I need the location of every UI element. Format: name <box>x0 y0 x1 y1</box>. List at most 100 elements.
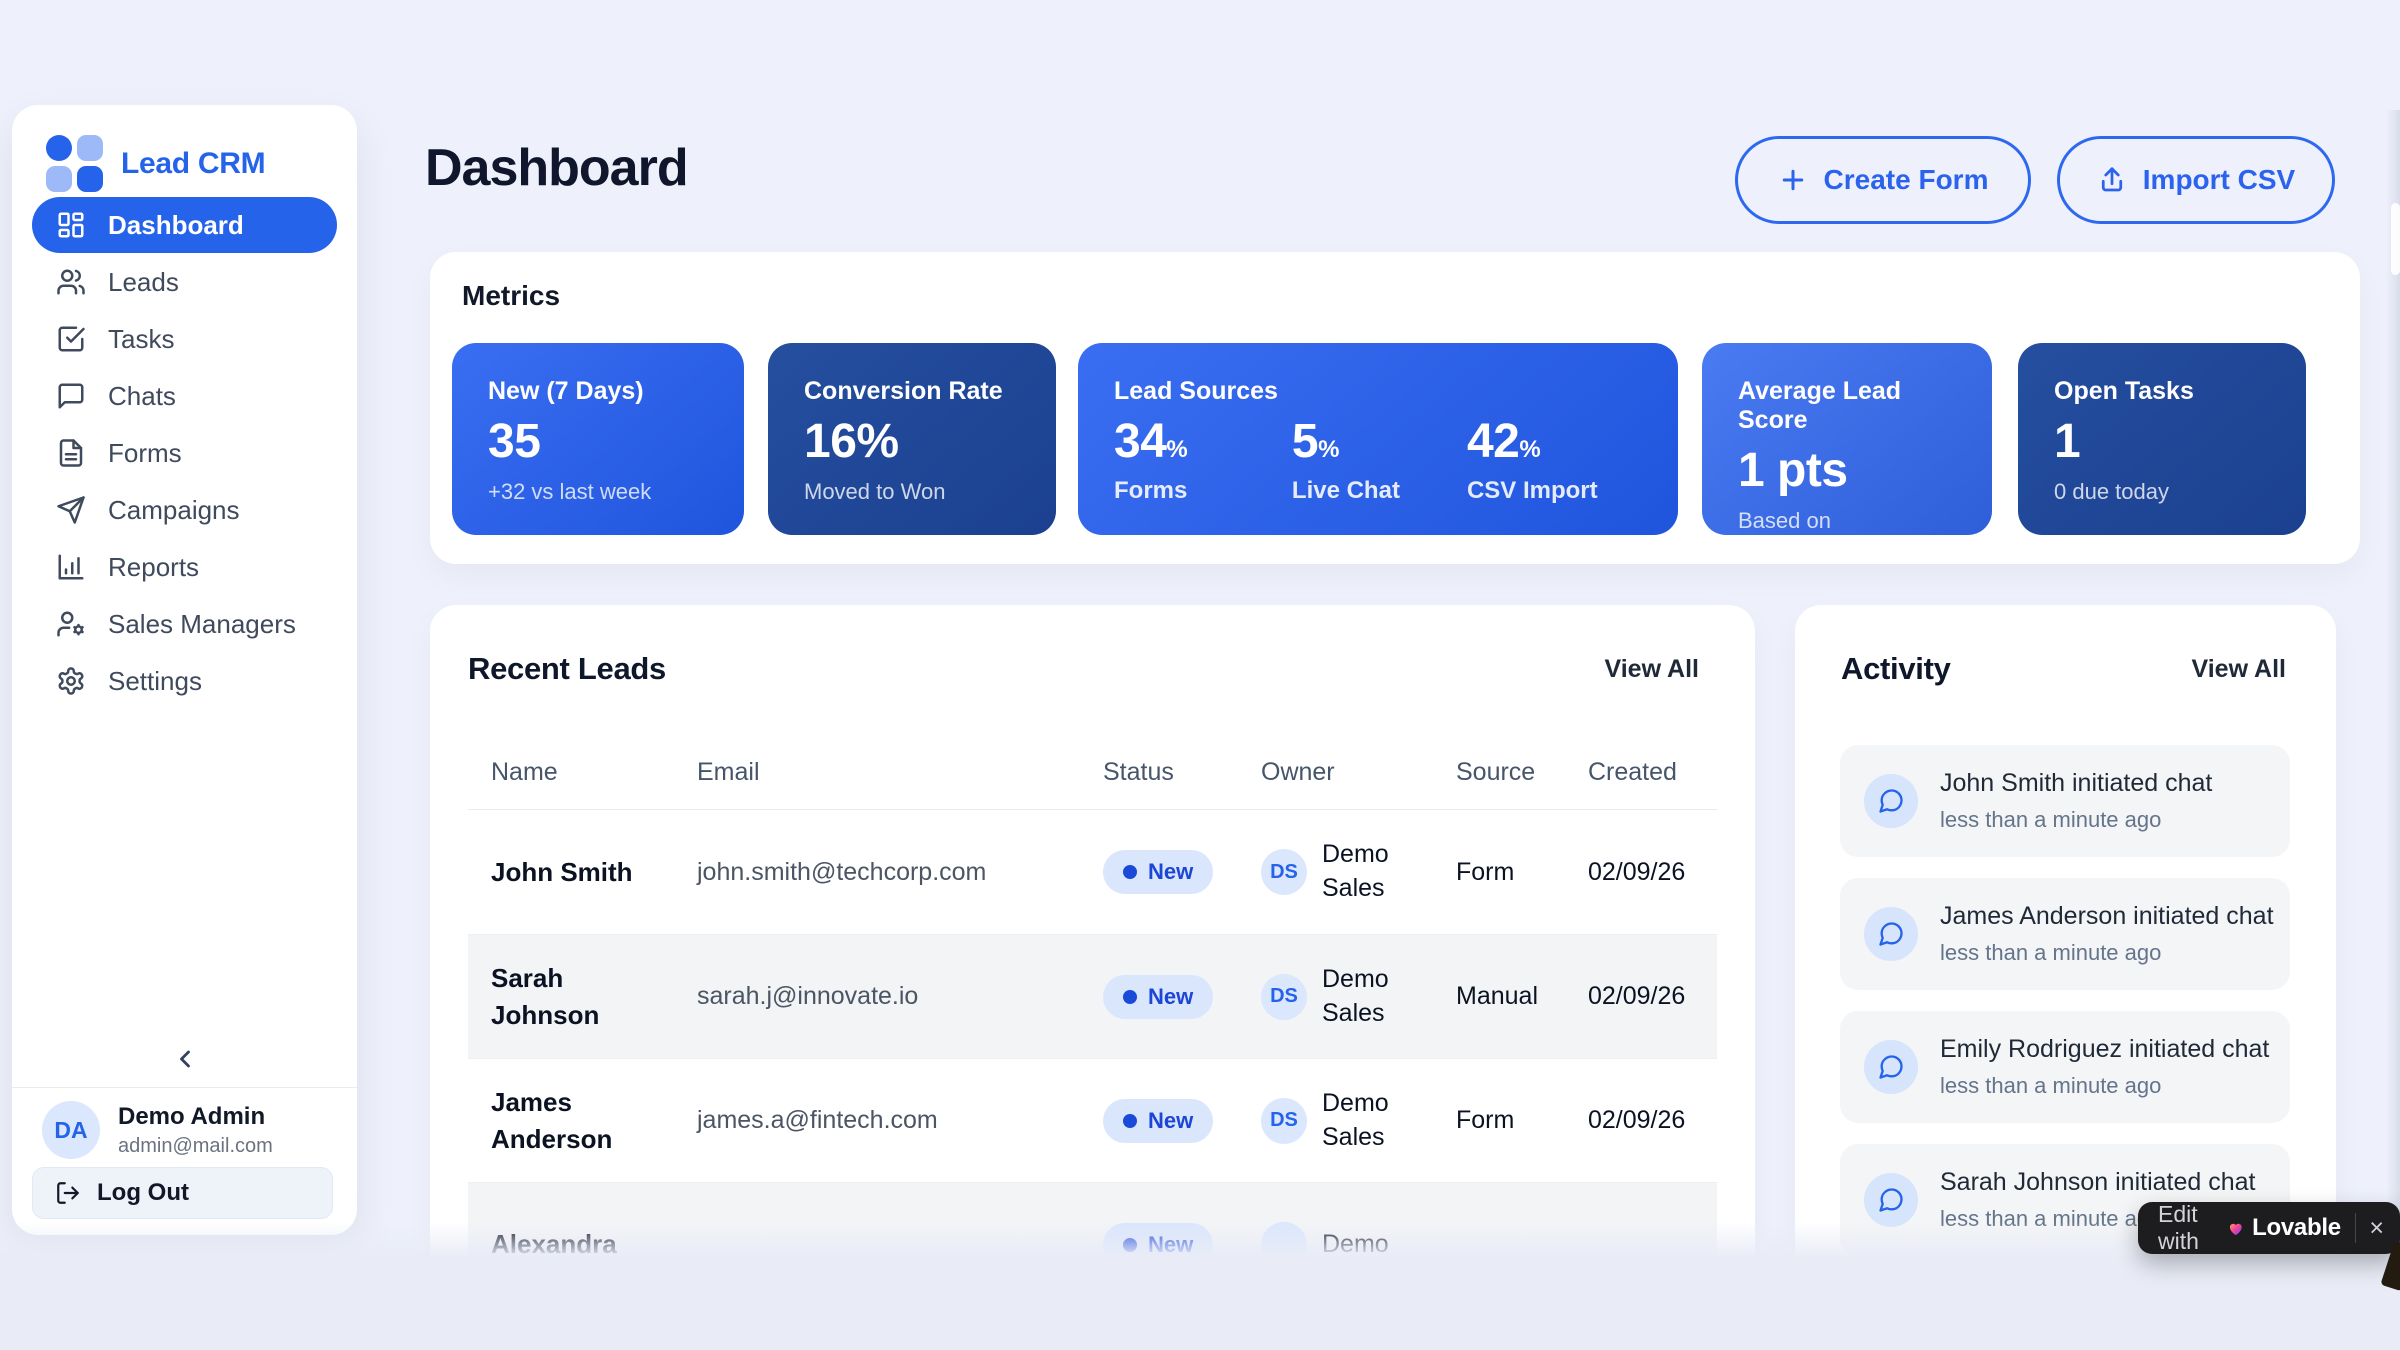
lead-email: james.a@fintech.com <box>697 1106 938 1134</box>
status-label: New <box>1148 859 1194 884</box>
sidebar-item-reports[interactable]: Reports <box>32 539 337 595</box>
activity-view-all-link[interactable]: View All <box>2191 654 2286 683</box>
user-profile[interactable]: DA Demo Admin admin@mail.com <box>42 1101 333 1159</box>
sidebar-item-label: Campaigns <box>108 494 240 525</box>
gear-icon <box>58 667 84 695</box>
stat-forms: 34% Forms <box>1114 414 1292 505</box>
list-item[interactable]: Emily Rodriguez initiated chat less than… <box>1840 1011 2290 1123</box>
activity-item-title: Emily Rodriguez initiated chat <box>1940 1035 2270 1063</box>
sidebar-item-campaigns[interactable]: Campaigns <box>32 482 337 538</box>
stat-csv-import: 42% CSV Import <box>1467 414 1642 505</box>
logout-label: Log Out <box>97 1179 189 1206</box>
message-circle-icon <box>1879 1188 1903 1212</box>
chat-icon-circle <box>1864 907 1918 961</box>
sidebar-collapse-button[interactable] <box>12 1037 357 1081</box>
users-icon <box>57 269 85 295</box>
column-header-created: Created <box>1588 757 1677 786</box>
sidebar-item-label: Dashboard <box>108 209 244 240</box>
owner-name: Demo Sales <box>1322 1088 1389 1151</box>
status-badge: New <box>1103 850 1214 894</box>
create-form-button[interactable]: Create Form <box>1735 136 2031 224</box>
sidebar-item-settings[interactable]: Settings <box>32 653 337 709</box>
status-dot-icon <box>1123 1113 1137 1128</box>
grid-logo-icon <box>46 135 103 192</box>
sidebar-item-leads[interactable]: Leads <box>32 254 337 310</box>
check-square-icon <box>58 326 85 352</box>
list-item[interactable]: James Anderson initiated chat less than … <box>1840 878 2290 990</box>
import-csv-button[interactable]: Import CSV <box>2057 136 2335 224</box>
sidebar-item-label: Settings <box>108 665 202 696</box>
chat-icon-circle <box>1864 774 1918 828</box>
stat-label: Live Chat <box>1291 477 1400 504</box>
sidebar-item-sales-managers[interactable]: Sales Managers <box>32 596 337 652</box>
lead-sources-stats: 34% Forms 5% Live Chat 42% CSV Import <box>1114 414 1642 505</box>
chat-icon-circle <box>1864 1040 1918 1094</box>
activity-panel: Activity View All John Smith initiated c… <box>1795 605 2336 1305</box>
close-icon[interactable]: × <box>2369 1213 2385 1242</box>
lead-email: sarah.j@innovate.io <box>697 982 919 1010</box>
layout-dashboard-icon <box>58 212 84 238</box>
column-header-status: Status <box>1103 757 1174 786</box>
table-row[interactable]: John Smith john.smith@techcorp.com New D… <box>468 810 1717 934</box>
create-form-label: Create Form <box>1823 164 1989 195</box>
lead-source: Manual <box>1456 982 1538 1010</box>
status-badge: New <box>1103 974 1214 1019</box>
sidebar-item-label: Chats <box>108 380 176 411</box>
message-circle-icon <box>1879 1055 1903 1079</box>
lead-owner: DS Demo Sales <box>1261 963 1456 1031</box>
table-row[interactable]: James Anderson james.a@fintech.com New D… <box>468 1058 1717 1182</box>
sidebar-item-label: Tasks <box>108 323 175 354</box>
metric-subtext: 0 due today <box>2054 479 2169 504</box>
sidebar-item-forms[interactable]: Forms <box>32 425 337 481</box>
stat-live-chat: 5% Live Chat <box>1292 414 1467 505</box>
metric-label: Open Tasks <box>2054 377 2194 405</box>
lovable-heart-icon <box>2229 1223 2242 1235</box>
message-square-icon <box>58 383 84 409</box>
app-title: Lead CRM <box>121 146 266 180</box>
sidebar-item-chats[interactable]: Chats <box>32 368 337 424</box>
metrics-section-title: Metrics <box>462 280 561 311</box>
metric-card-new-7-days: New (7 Days) 35 +32 vs last week <box>452 343 744 535</box>
logo-dot <box>46 166 72 192</box>
chevron-left-icon <box>179 1050 190 1068</box>
lead-email: john.smith@techcorp.com <box>697 857 987 886</box>
recent-leads-view-all-link[interactable]: View All <box>1604 654 1699 683</box>
sidebar-item-tasks[interactable]: Tasks <box>32 311 337 367</box>
owner-name: Demo Sales <box>1322 840 1389 902</box>
upload-icon <box>2101 167 2122 192</box>
import-csv-label: Import CSV <box>2142 164 2296 195</box>
logout-button[interactable]: Log Out <box>32 1167 333 1219</box>
avatar: DA <box>42 1101 100 1159</box>
message-circle-icon <box>1879 789 1903 813</box>
stat-value: 34 <box>1114 415 1167 468</box>
activity-item-title: James Anderson initiated chat <box>1940 902 2274 930</box>
logo-dot <box>77 135 103 161</box>
sidebar-item-dashboard[interactable]: Dashboard <box>32 197 337 253</box>
edit-with-lovable-badge[interactable]: Edit with Lovable × <box>2138 1201 2400 1254</box>
recent-leads-panel: Recent Leads View All Name Email Status … <box>430 605 1755 1306</box>
chat-icon-circle <box>1864 1173 1918 1227</box>
lead-name: James Anderson <box>491 1087 613 1154</box>
lead-name: Sarah Johnson <box>491 963 600 1030</box>
stat-label: CSV Import <box>1466 477 1598 504</box>
list-item[interactable]: John Smith initiated chat less than a mi… <box>1840 745 2290 857</box>
column-header-owner: Owner <box>1261 757 1335 786</box>
activity-item-time: less than a minute ago <box>1940 940 2162 965</box>
metric-card-lead-sources: Lead Sources 34% Forms 5% Live Chat 42% … <box>1078 343 1678 535</box>
lead-source: Form <box>1456 1106 1515 1134</box>
logo-dot <box>77 166 103 192</box>
metric-value: 16% <box>804 415 899 468</box>
status-dot-icon <box>1123 865 1137 879</box>
file-text-icon <box>59 439 83 467</box>
metric-subtext: Moved to Won <box>804 479 946 504</box>
leads-table-header: Name Email Status Owner Source Created <box>468 735 1717 810</box>
lovable-prefix: Edit with <box>2158 1201 2199 1254</box>
lead-owner: DS Demo Sales <box>1261 1087 1456 1155</box>
table-row[interactable]: Sarah Johnson sarah.j@innovate.io New DS… <box>468 934 1717 1058</box>
bottom-background-band <box>0 1258 2400 1350</box>
scrollbar-thumb[interactable] <box>2391 203 2400 275</box>
status-badge: New <box>1103 1098 1214 1143</box>
metric-card-open-tasks: Open Tasks 1 0 due today <box>2018 343 2306 535</box>
stat-suffix: % <box>1318 436 1339 463</box>
metric-subtext: +32 vs last week <box>488 479 652 504</box>
